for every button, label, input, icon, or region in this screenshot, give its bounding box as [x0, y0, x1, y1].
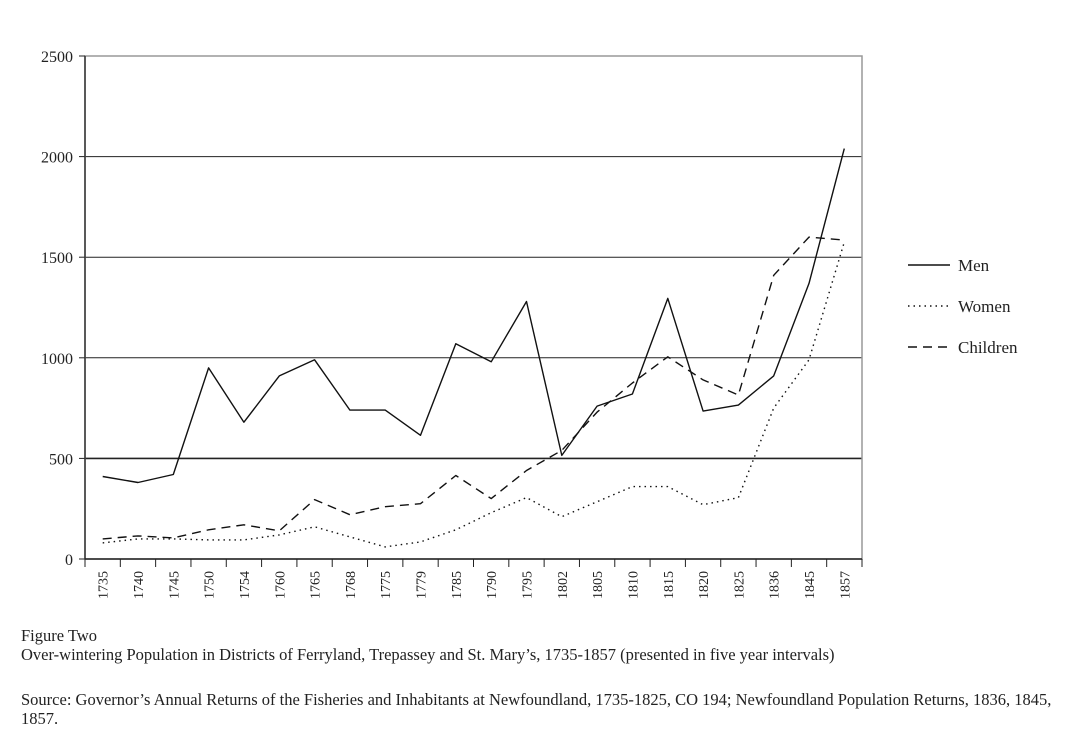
x-tick-label: 1845 [803, 571, 818, 599]
axes: 0 500 1000 1500 2000 2500 1735 1740 1745 1750 1754… [41, 49, 863, 599]
x-tick-label: 1760 [273, 571, 288, 599]
x-tick-label: 1825 [732, 571, 747, 599]
x-tick-label: 1735 [97, 571, 112, 599]
x-tick-label: 1857 [838, 571, 853, 599]
plot-area-frame [84, 55, 863, 560]
y-tick-label: 2500 [41, 49, 73, 66]
figure-source: Source: Governor’s Annual Returns of the… [21, 690, 1052, 728]
x-tick-label: 1745 [167, 571, 182, 599]
series-lines [102, 148, 845, 548]
y-tick-label: 2000 [41, 150, 73, 167]
x-tick-label: 1754 [238, 571, 253, 599]
population-line-chart: 0 500 1000 1500 2000 2500 1735 1740 1745 1750 1754… [41, 49, 1018, 599]
x-tick-label: 1768 [344, 571, 359, 599]
x-tick-label: 1820 [697, 571, 712, 599]
x-tick-label: 1805 [591, 571, 606, 599]
x-tick-label: 1785 [450, 571, 465, 599]
series-line-men [102, 148, 845, 484]
x-tick-label: 1815 [662, 571, 677, 599]
y-tick-label: 0 [65, 552, 73, 569]
series-line-women [102, 241, 845, 548]
figure-label: Figure Two [21, 626, 97, 645]
x-tick-label: 1802 [556, 571, 571, 599]
x-tick-label: 1795 [520, 571, 535, 599]
legend-label-men: Men [958, 256, 990, 275]
gridlines [85, 156, 862, 460]
legend-label-children: Children [958, 338, 1018, 357]
y-tick-label: 1000 [41, 351, 73, 368]
x-tick-label: 1750 [203, 571, 218, 599]
x-tick-label: 1765 [309, 571, 324, 599]
figure-title: Over-wintering Population in Districts o… [21, 645, 835, 664]
y-tick-label: 500 [49, 451, 73, 468]
legend: Men Women Children [908, 256, 1018, 357]
x-tick-label: 1779 [415, 571, 430, 599]
series-line-children [102, 236, 845, 540]
y-tick-label: 1500 [41, 250, 73, 267]
x-tick-label: 1740 [132, 571, 147, 599]
x-tick-label: 1775 [379, 571, 394, 599]
x-tick-label: 1790 [485, 571, 500, 599]
x-tick-label: 1810 [626, 571, 641, 599]
x-tick-label: 1836 [768, 571, 783, 599]
legend-label-women: Women [958, 297, 1011, 316]
